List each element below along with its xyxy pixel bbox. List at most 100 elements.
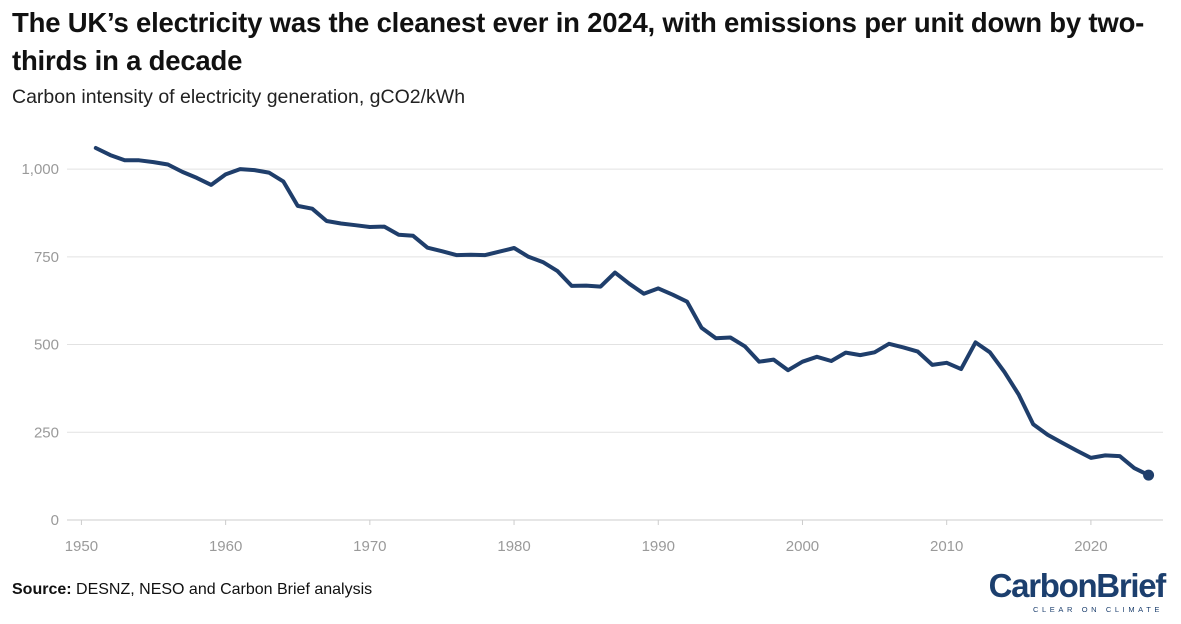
end-point-marker bbox=[1143, 469, 1155, 481]
data-point bbox=[1002, 370, 1006, 374]
data-point bbox=[642, 292, 646, 296]
data-point bbox=[800, 360, 804, 364]
data-point bbox=[916, 350, 920, 354]
logo-tagline: CLEAR ON CLIMATE bbox=[1033, 605, 1163, 614]
data-point bbox=[1060, 441, 1064, 445]
data-point bbox=[555, 269, 559, 273]
carbon-brief-logo: CarbonBrief CLEAR ON CLIMATE bbox=[989, 568, 1167, 618]
data-point bbox=[584, 284, 588, 288]
data-point bbox=[887, 342, 891, 346]
data-point bbox=[815, 355, 819, 359]
source-text: DESNZ, NESO and Carbon Brief analysis bbox=[71, 581, 373, 598]
data-point bbox=[353, 223, 357, 227]
data-point bbox=[512, 246, 516, 250]
data-point bbox=[1017, 393, 1021, 397]
data-point bbox=[901, 345, 905, 349]
gridlines bbox=[67, 168, 1163, 433]
data-point bbox=[166, 163, 170, 167]
data-point bbox=[440, 249, 444, 253]
x-tick-label: 1960 bbox=[209, 538, 242, 555]
data-point bbox=[123, 158, 127, 162]
data-point bbox=[700, 326, 704, 330]
data-point bbox=[382, 225, 386, 229]
data-point bbox=[209, 183, 213, 187]
series-line-0 bbox=[93, 146, 1151, 478]
data-point bbox=[1132, 466, 1136, 470]
data-point bbox=[1074, 449, 1078, 453]
data-point bbox=[368, 225, 372, 229]
data-point bbox=[786, 368, 790, 372]
data-point bbox=[627, 282, 631, 286]
data-point bbox=[152, 160, 156, 164]
data-point bbox=[844, 351, 848, 355]
data-point bbox=[685, 300, 689, 304]
data-point bbox=[671, 293, 675, 297]
data-point bbox=[310, 207, 314, 211]
data-point bbox=[195, 176, 199, 180]
x-tick-label: 1990 bbox=[642, 538, 675, 555]
data-point bbox=[1103, 453, 1107, 457]
chart-subtitle: Carbon intensity of electricity generati… bbox=[12, 86, 466, 108]
data-point bbox=[829, 359, 833, 363]
data-point bbox=[281, 179, 285, 183]
data-point bbox=[397, 233, 401, 237]
data-point bbox=[974, 340, 978, 344]
data-point bbox=[469, 253, 473, 257]
series-layer bbox=[93, 146, 1155, 481]
data-point bbox=[743, 344, 747, 348]
data-point bbox=[94, 146, 98, 150]
data-point bbox=[339, 221, 343, 225]
data-point bbox=[959, 367, 963, 371]
data-point bbox=[180, 170, 184, 174]
data-point bbox=[1089, 456, 1093, 460]
data-point bbox=[426, 246, 430, 250]
source-note: Source: DESNZ, NESO and Carbon Brief ana… bbox=[12, 581, 372, 599]
data-point bbox=[498, 250, 502, 254]
data-point bbox=[224, 172, 228, 176]
data-point bbox=[988, 350, 992, 354]
data-point bbox=[930, 363, 934, 367]
y-tick-label: 750 bbox=[34, 249, 59, 266]
data-point bbox=[613, 271, 617, 275]
data-point bbox=[757, 360, 761, 364]
data-point bbox=[599, 285, 603, 289]
data-point bbox=[656, 286, 660, 290]
y-tick-label: 1,000 bbox=[21, 161, 59, 178]
data-point bbox=[1046, 433, 1050, 437]
data-point bbox=[411, 234, 415, 238]
data-point bbox=[137, 158, 141, 162]
chart-title: The UK’s electricity was the cleanest ev… bbox=[12, 7, 1145, 76]
data-point bbox=[108, 153, 112, 157]
y-tick-label: 500 bbox=[34, 337, 59, 354]
data-point bbox=[1118, 454, 1122, 458]
y-tick-label: 250 bbox=[34, 424, 59, 441]
x-axis: 1950 1960 1970 1980 1990 2000 2010 2020 bbox=[65, 519, 1163, 555]
y-axis-tick-labels: 0 250 500 750 1,000 bbox=[21, 161, 59, 529]
data-point bbox=[728, 336, 732, 340]
x-tick-label: 1950 bbox=[65, 538, 98, 555]
data-point bbox=[238, 167, 242, 171]
data-point bbox=[1031, 422, 1035, 426]
x-tick-label: 2010 bbox=[930, 538, 963, 555]
x-tick-label: 2020 bbox=[1074, 538, 1107, 555]
data-point bbox=[325, 219, 329, 223]
data-point bbox=[570, 284, 574, 288]
data-point bbox=[945, 361, 949, 365]
x-tick-label: 1980 bbox=[497, 538, 530, 555]
logo-wordmark: CarbonBrief bbox=[988, 567, 1167, 604]
x-tick-label: 1970 bbox=[353, 538, 386, 555]
data-point bbox=[526, 255, 530, 259]
data-point bbox=[483, 253, 487, 257]
y-tick-label: 0 bbox=[51, 512, 59, 529]
data-point bbox=[267, 171, 271, 175]
data-point bbox=[252, 168, 256, 172]
data-point bbox=[541, 260, 545, 264]
data-point bbox=[296, 204, 300, 208]
data-point bbox=[454, 253, 458, 257]
x-tick-label: 2000 bbox=[786, 538, 819, 555]
data-point bbox=[858, 353, 862, 357]
source-label: Source: bbox=[12, 581, 72, 598]
data-point bbox=[772, 358, 776, 362]
data-point bbox=[714, 336, 718, 340]
